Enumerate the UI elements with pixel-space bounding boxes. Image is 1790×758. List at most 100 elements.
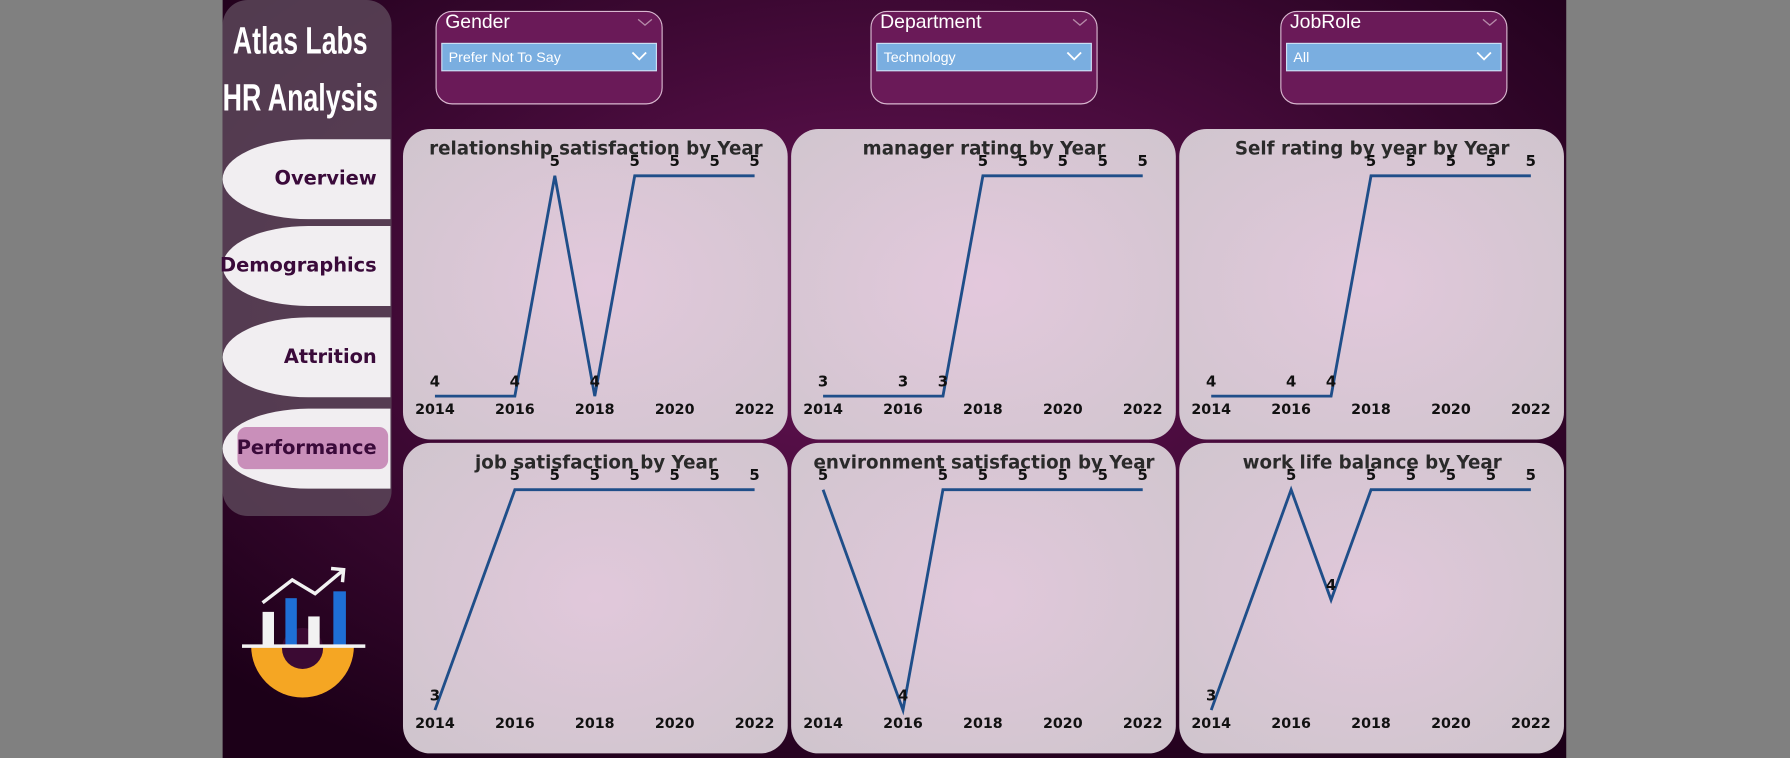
x-tick-label: 2016 [883,402,923,418]
nav-button[interactable]: Performance [237,436,377,459]
nav-button-bg[interactable] [222,226,391,306]
data-label: 5 [1446,153,1456,170]
x-tick-label: 2014 [415,402,455,418]
chart-card [1179,442,1564,754]
data-label: 5 [630,467,640,484]
nav-active[interactable] [237,426,389,470]
filter-value[interactable]: Prefer Not To Say [449,50,562,66]
line [433,488,755,711]
filter-value[interactable]: Technology [884,50,957,66]
data-label: 4 [1326,373,1336,390]
data-label: 3 [1206,687,1216,704]
data-label: 5 [1058,153,1068,170]
data-label: 4 [510,373,520,390]
data-label: 5 [978,153,988,170]
line [821,488,1143,716]
x-tick-label: 2020 [1431,716,1471,732]
chart-title: work life balance by Year [1243,452,1502,473]
chart-card [402,128,788,440]
app-title: Atlas Labs [233,19,368,61]
data-label: 5 [670,153,680,170]
data-label: 5 [1526,153,1536,170]
x-tick-label: 2018 [575,402,615,418]
chart: environment satisfaction by Year 2014 2016… [791,442,1176,754]
data-label: 5 [630,153,640,170]
filter-label: Department [880,11,982,33]
x-tick-label: 2018 [575,716,615,732]
nav-button[interactable]: Overview [275,167,377,190]
filter-chevron [637,18,653,27]
x-tick-label: 2014 [415,716,455,732]
chart-title: manager rating by Year [863,139,1106,160]
chart-title: environment satisfaction by Year [814,452,1155,473]
nav-button-bg[interactable] [222,317,391,398]
chart-card [791,128,1176,440]
data-label: 5 [978,467,988,484]
chart-card [402,442,788,754]
filter-label: Gender [445,11,510,33]
data-label: 5 [1098,153,1108,170]
data-label: 5 [1406,153,1416,170]
data-label: 3 [898,373,908,390]
x-tick-label: 2018 [1351,402,1391,418]
x-tick-label: 2022 [735,402,775,418]
charts: relationship satisfaction by Year 2014 201… [402,128,1564,754]
data-label: 5 [1018,153,1028,170]
nav-button-bg[interactable] [222,139,391,220]
data-label: 5 [550,153,560,170]
x-tick-label: 2016 [1271,402,1311,418]
data-label: 4 [430,373,440,390]
data-label: 5 [749,153,759,170]
x-tick-label: 2020 [655,716,695,732]
chart-title: job satisfaction by Year [474,452,717,473]
data-label: 3 [938,373,948,390]
data-label: 5 [550,467,560,484]
data-label: 5 [818,467,828,484]
x-tick-label: 2020 [1043,402,1083,418]
chart: job satisfaction by Year 2014 2016 2018 2020… [402,442,788,754]
nav-button[interactable]: Demographics [220,253,377,276]
data-label: 5 [1526,467,1536,484]
data-label: 5 [1098,467,1108,484]
filter-chevron [1482,18,1498,27]
line [823,174,1143,398]
chart-card [1179,128,1564,440]
data-label: 5 [1286,467,1296,484]
chart-card [791,442,1176,754]
chart-title: relationship satisfaction by Year [429,139,763,160]
x-tick-label: 2016 [1271,716,1311,732]
filter-dropdown[interactable] [1285,42,1502,72]
x-tick-label: 2022 [1123,402,1163,418]
nav: Overview Demographics Attrition Performance [220,139,391,489]
data-label: 5 [1406,467,1416,484]
data-label: 5 [1486,467,1496,484]
chart-title: Self rating by year by Year [1235,139,1510,160]
data-label: 5 [938,467,948,484]
nav-button[interactable]: Attrition [284,345,377,368]
filter-chevron [631,51,647,61]
filter-dropdown[interactable] [876,42,1092,72]
data-label: 5 [1018,467,1028,484]
filter-dropdown[interactable] [441,42,657,72]
x-tick-label: 2016 [883,716,923,732]
data-label: 3 [430,687,440,704]
x-tick-label: 2022 [1511,402,1551,418]
line [1209,485,1531,711]
line [434,174,755,398]
data-label: 5 [1446,467,1456,484]
data-label: 5 [510,467,520,484]
filter-value[interactable]: All [1293,50,1309,66]
app-title: HR Analysis [223,76,378,118]
chart: Self rating by year by Year 2014 2016 2018 2… [1179,128,1564,440]
x-tick-label: 2014 [1191,716,1231,732]
x-tick-label: 2018 [963,402,1003,418]
chart: manager rating by Year 2014 2016 2018 2020 20… [791,128,1176,440]
data-label: 5 [670,467,680,484]
data-label: 5 [590,467,600,484]
filter-chevron [1072,18,1088,27]
data-label: 4 [1326,577,1336,594]
x-tick-label: 2016 [495,402,535,418]
data-label: 5 [1138,153,1148,170]
data-label: 5 [749,467,759,484]
